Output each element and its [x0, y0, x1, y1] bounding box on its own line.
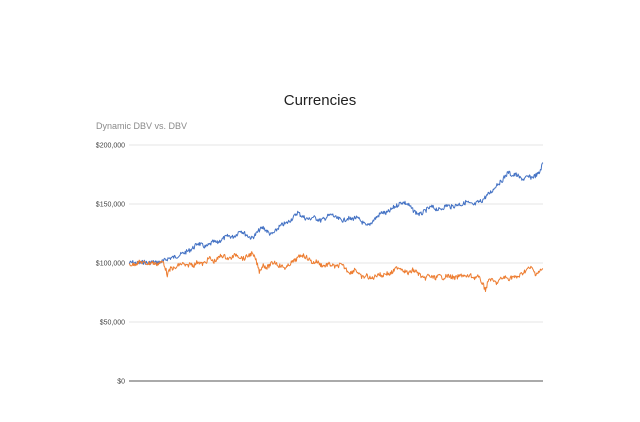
y-tick-label: $200,000 [96, 143, 125, 150]
chart-title: Currencies [283, 92, 357, 109]
y-tick-label: $150,000 [96, 202, 125, 209]
series-line-1 [128, 162, 544, 266]
y-tick-label: $100,000 [96, 261, 125, 268]
y-tick-label: $50,000 [100, 320, 125, 327]
y-tick-label: $0 [117, 379, 125, 386]
chart-subtitle: Dynamic DBV vs. DBV [96, 121, 188, 131]
series-line-2 [128, 251, 544, 292]
